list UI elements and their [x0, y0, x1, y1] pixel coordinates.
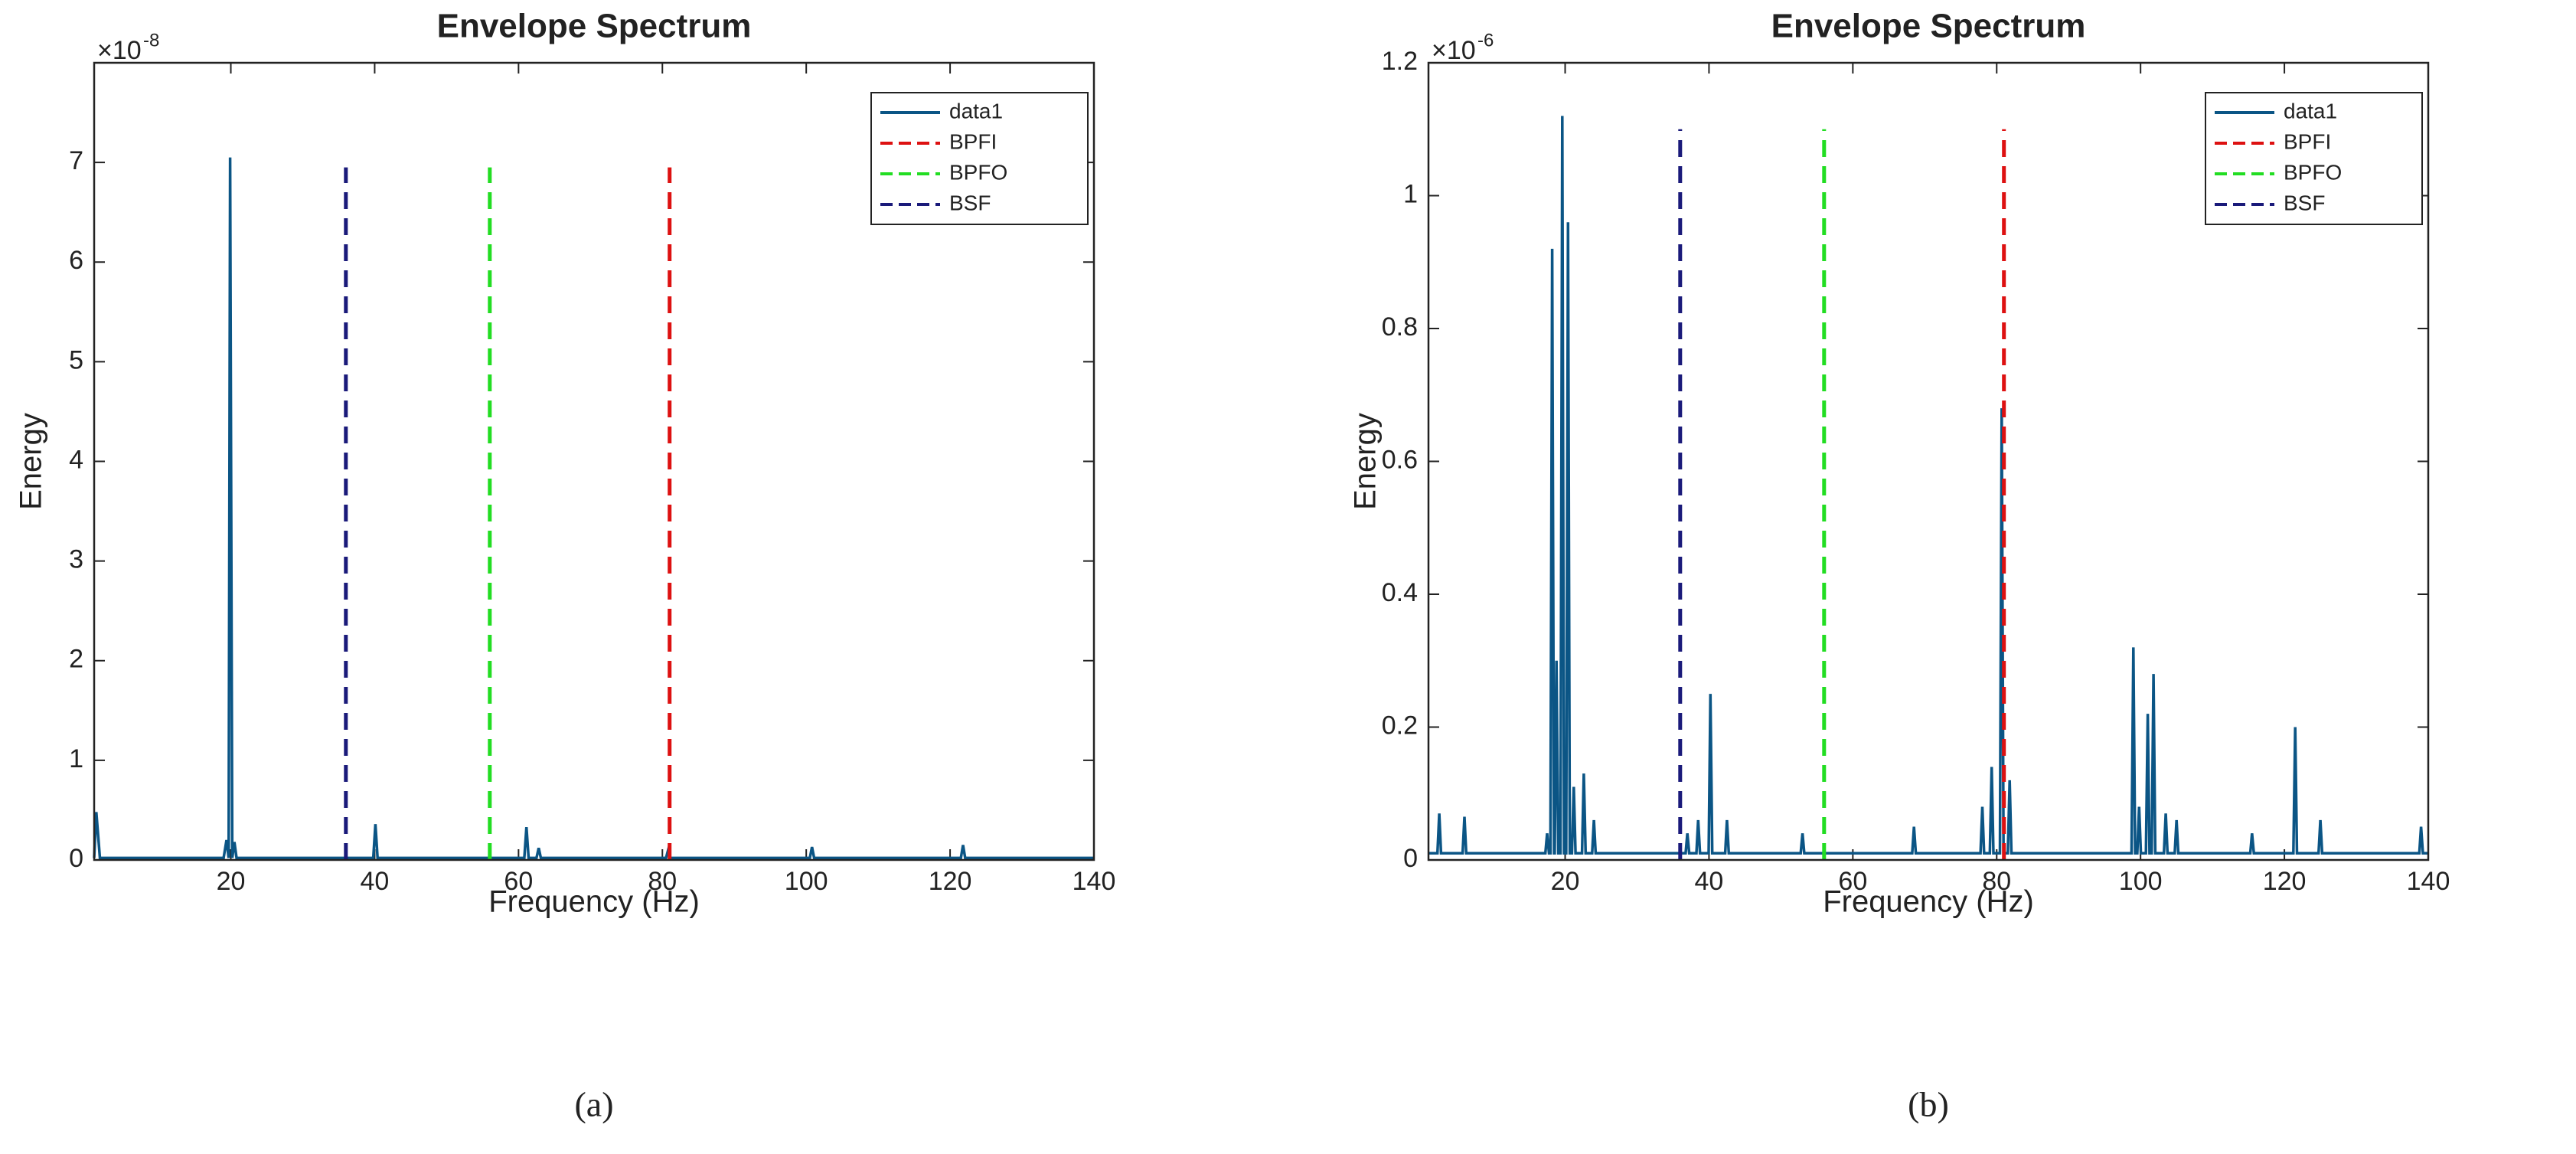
- legend-box: [870, 92, 1089, 225]
- y-tick-label: 1: [1403, 179, 1418, 208]
- x-axis-label: Frequency (Hz): [488, 885, 700, 919]
- x-tick-label: 140: [2407, 867, 2450, 896]
- legend-box: [2205, 92, 2423, 225]
- y-tick-label: 0.2: [1382, 711, 1418, 740]
- x-tick-label: 40: [361, 867, 390, 896]
- panel-label: (a): [574, 1085, 613, 1124]
- x-tick-label: 120: [2263, 867, 2307, 896]
- axes-frame: [93, 61, 1095, 861]
- spectrum-line: [1428, 116, 2428, 855]
- legend-label: BPFO: [2284, 160, 2342, 184]
- x-tick-label: 120: [929, 867, 972, 896]
- spectrum-line: [93, 157, 1094, 860]
- y-tick-label: 6: [69, 246, 83, 275]
- chart-title: Envelope Spectrum: [1771, 8, 2086, 45]
- y-tick-label: 1: [69, 744, 83, 773]
- y-scale-base: ×10: [1432, 36, 1476, 65]
- axes-frame: [1427, 61, 2430, 861]
- legend-label: data1: [2284, 99, 2337, 123]
- legend-label: BPFO: [949, 160, 1007, 184]
- panel-label: (b): [1908, 1085, 1949, 1124]
- y-tick-label: 1.2: [1382, 47, 1418, 76]
- x-tick-label: 100: [2119, 867, 2163, 896]
- x-tick-label: 60: [504, 867, 533, 896]
- x-tick-label: 100: [785, 867, 828, 896]
- legend-label: BSF: [2284, 191, 2325, 214]
- y-tick-label: 0: [1403, 844, 1418, 873]
- x-tick-label: 60: [1838, 867, 1867, 896]
- legend-label: data1: [949, 99, 1003, 123]
- y-tick-label: 0: [69, 844, 83, 873]
- y-axis-label: Energy: [15, 413, 48, 510]
- y-tick-label: 7: [69, 146, 83, 175]
- y-tick-label: 0.4: [1382, 578, 1418, 607]
- legend-label: BSF: [949, 191, 991, 214]
- x-tick-label: 20: [217, 867, 246, 896]
- x-tick-label: 80: [648, 867, 677, 896]
- y-tick-label: 3: [69, 545, 83, 574]
- legend-label: BPFI: [2284, 129, 2331, 153]
- y-axis-label: Energy: [1349, 413, 1383, 510]
- x-tick-label: 80: [1982, 867, 2011, 896]
- y-scale-base: ×10: [97, 36, 142, 65]
- x-tick-label: 20: [1551, 867, 1580, 896]
- y-tick-label: 2: [69, 645, 83, 674]
- x-tick-label: 140: [1073, 867, 1116, 896]
- y-scale-exponent: -6: [1477, 30, 1494, 51]
- y-tick-label: 4: [69, 445, 83, 474]
- x-axis-label: Frequency (Hz): [1823, 885, 2034, 919]
- x-tick-label: 40: [1695, 867, 1724, 896]
- y-scale-exponent: -8: [143, 30, 159, 51]
- y-tick-label: 5: [69, 345, 83, 374]
- chart-title: Envelope Spectrum: [437, 8, 752, 45]
- legend-label: BPFI: [949, 129, 997, 153]
- y-tick-label: 0.8: [1382, 312, 1418, 342]
- y-tick-label: 0.6: [1382, 445, 1418, 474]
